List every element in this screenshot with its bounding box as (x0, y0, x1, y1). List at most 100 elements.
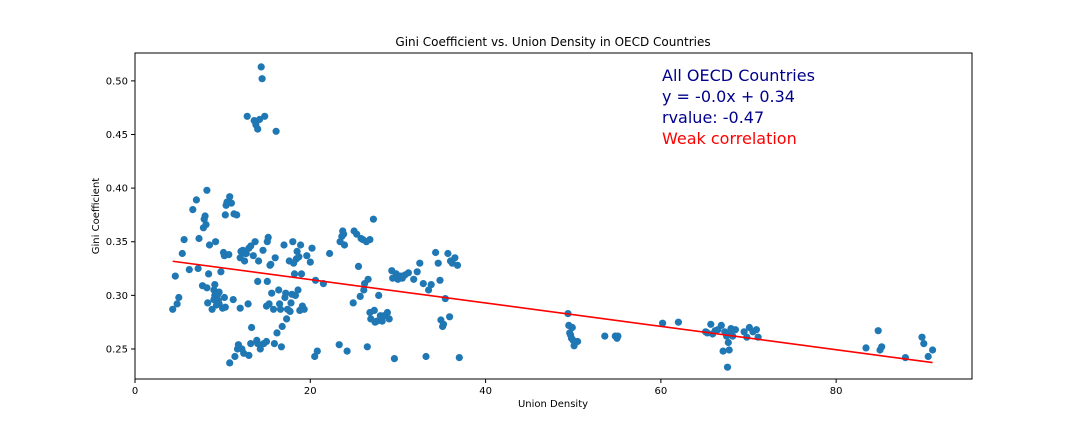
x-axis: 0 20 40 60 80 (132, 379, 843, 397)
data-point (343, 347, 351, 355)
data-point (349, 299, 357, 307)
data-point (297, 270, 306, 278)
data-point (225, 251, 233, 259)
data-point (404, 269, 412, 277)
data-point (227, 199, 235, 207)
data-point (249, 252, 257, 260)
data-point (444, 249, 452, 258)
data-point (220, 293, 228, 302)
data-point (390, 355, 398, 363)
data-point (601, 332, 609, 340)
data-point (293, 247, 301, 255)
data-point (208, 305, 216, 313)
data-point (229, 296, 237, 304)
data-point (262, 337, 271, 346)
data-point (326, 249, 334, 258)
data-point (277, 343, 285, 351)
data-point (446, 313, 454, 321)
y-axis-label: Gini Coefficient (91, 178, 102, 255)
data-point (231, 352, 239, 361)
data-point (195, 234, 203, 243)
data-point (929, 346, 937, 354)
data-point (203, 284, 211, 292)
data-point (455, 354, 463, 362)
data-point (674, 318, 683, 326)
y-tick-label: 0.25 (106, 344, 128, 355)
data-point (303, 252, 311, 260)
data-point (217, 268, 225, 276)
data-point (366, 236, 374, 244)
data-point (247, 340, 255, 348)
annotations: All OECD Countries y = -0.0x + 0.34 rvalue… (662, 66, 815, 148)
data-point (211, 281, 219, 289)
data-point (924, 352, 932, 361)
plot-area (169, 63, 937, 371)
data-point (265, 300, 273, 308)
data-point (878, 343, 886, 351)
data-point (451, 254, 459, 262)
data-point (254, 277, 262, 285)
data-point (901, 354, 910, 362)
data-point (568, 323, 576, 332)
data-point (373, 317, 381, 325)
data-point (416, 259, 424, 267)
data-point (453, 261, 462, 269)
data-point (201, 212, 209, 220)
data-point (432, 248, 440, 257)
data-point (258, 75, 266, 83)
data-point (297, 241, 305, 249)
data-point (370, 306, 378, 314)
x-tick-label: 80 (830, 386, 843, 397)
data-point (740, 328, 748, 336)
data-point (291, 291, 299, 299)
data-point (311, 352, 319, 361)
data-point (272, 127, 280, 135)
annotation-text: y = -0.0x + 0.34 (662, 87, 795, 106)
data-point (385, 315, 393, 323)
data-point (226, 359, 234, 367)
data-point (212, 238, 220, 246)
data-point (202, 221, 210, 229)
data-point (241, 257, 249, 265)
data-point (226, 193, 234, 201)
data-point (290, 270, 299, 278)
data-point (383, 308, 391, 317)
data-point (294, 286, 302, 294)
data-point (178, 249, 186, 258)
data-point (268, 289, 276, 297)
data-point (313, 347, 321, 355)
regression-line (172, 260, 933, 364)
annotation-text: rvalue: -0.47 (662, 108, 764, 127)
data-point (245, 351, 253, 359)
data-point (282, 289, 290, 297)
data-point (233, 211, 241, 219)
data-point (215, 288, 223, 296)
data-point (335, 341, 343, 349)
data-point (267, 260, 275, 268)
data-point (427, 281, 435, 289)
data-point (719, 347, 727, 355)
data-point (356, 292, 364, 300)
data-point (419, 280, 427, 288)
data-point (920, 340, 928, 348)
data-point (271, 254, 279, 262)
data-point (192, 196, 200, 204)
data-point (439, 320, 448, 328)
annotation-text: All OECD Countries (662, 66, 815, 85)
data-point (204, 299, 212, 307)
data-point (257, 63, 265, 71)
chart-title: Gini Coefficient vs. Union Density in OE… (395, 35, 710, 49)
data-point (171, 272, 179, 280)
data-point (269, 305, 278, 313)
data-point (717, 321, 725, 329)
data-point (723, 363, 732, 371)
data-point (205, 270, 213, 278)
data-point (286, 307, 294, 315)
data-point (614, 332, 622, 340)
data-point (731, 326, 740, 334)
data-point (364, 275, 372, 283)
y-tick-label: 0.40 (106, 184, 128, 195)
data-point (375, 291, 383, 299)
y-tick-label: 0.45 (106, 130, 128, 141)
